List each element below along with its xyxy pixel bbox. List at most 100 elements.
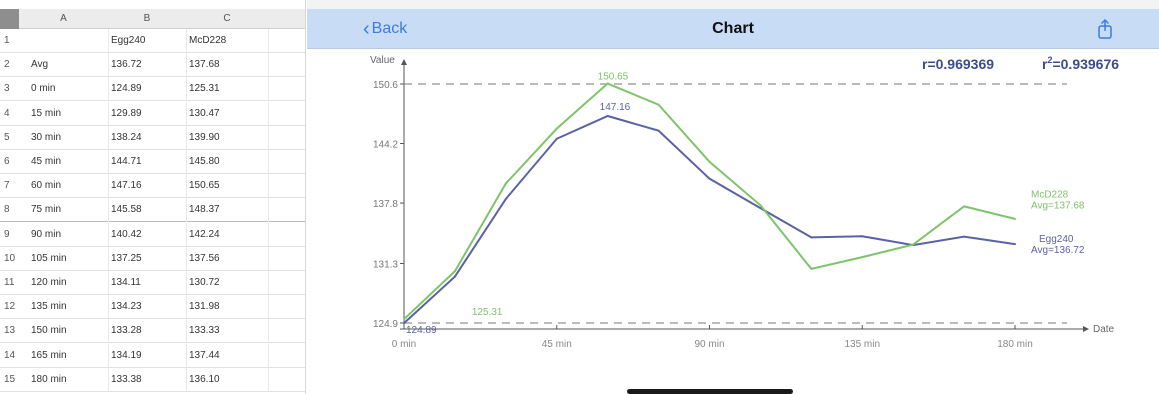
r-squared-text: r2=0.939676 bbox=[1042, 55, 1119, 72]
cell-d[interactable] bbox=[268, 29, 305, 53]
cell-c[interactable]: 125.31 bbox=[186, 77, 268, 102]
cell-d[interactable] bbox=[268, 198, 305, 223]
x-tick-label: 45 min bbox=[542, 339, 572, 350]
cell-d[interactable] bbox=[268, 367, 305, 392]
cell-c[interactable]: 142.24 bbox=[186, 222, 268, 247]
cell-a[interactable]: 150 min bbox=[31, 325, 67, 337]
row-number-cell[interactable]: 4 bbox=[4, 107, 10, 119]
row-number-cell[interactable]: 9 bbox=[4, 228, 10, 240]
data-point bbox=[555, 127, 558, 130]
cell-a[interactable] bbox=[19, 29, 104, 53]
cell-d[interactable] bbox=[268, 295, 305, 320]
row-number-cell[interactable]: 7 bbox=[4, 180, 10, 192]
data-point bbox=[657, 103, 660, 106]
max-label-egg: 147.16 bbox=[600, 102, 631, 113]
cell-c[interactable]: 145.80 bbox=[186, 150, 268, 174]
cell-a[interactable]: 135 min bbox=[31, 301, 67, 313]
row-number-cell[interactable]: 3 bbox=[4, 83, 10, 95]
cell-c[interactable]: 130.72 bbox=[186, 271, 268, 295]
row-number-cell[interactable]: 14 bbox=[4, 349, 16, 361]
row-number-cell[interactable]: 5 bbox=[4, 131, 10, 143]
data-point bbox=[810, 267, 813, 270]
cell-b[interactable]: 129.89 bbox=[108, 101, 188, 126]
cell-b[interactable]: 134.11 bbox=[108, 271, 188, 295]
cell-a[interactable]: 45 min bbox=[31, 156, 62, 167]
cell-c[interactable]: 133.33 bbox=[186, 319, 268, 344]
cell-d[interactable] bbox=[268, 222, 305, 247]
cell-c[interactable]: 137.56 bbox=[186, 246, 268, 271]
cell-a[interactable]: 0 min bbox=[31, 83, 56, 95]
column-header-b[interactable]: B bbox=[143, 13, 151, 24]
cell-d[interactable] bbox=[268, 319, 305, 344]
table-row: 14 165 min 134.19 137.44 bbox=[0, 343, 305, 368]
cell-b[interactable]: 136.72 bbox=[108, 53, 188, 78]
cell-c[interactable]: 131.98 bbox=[186, 295, 268, 320]
cell-a[interactable]: 75 min bbox=[31, 204, 62, 216]
cell-b[interactable]: 133.38 bbox=[108, 367, 188, 392]
cell-b[interactable]: Egg240 bbox=[108, 29, 188, 53]
cell-d[interactable] bbox=[268, 101, 305, 126]
cell-d[interactable] bbox=[268, 343, 305, 368]
cell-d[interactable] bbox=[268, 77, 305, 102]
cell-a[interactable]: 180 min bbox=[31, 373, 67, 385]
cell-b[interactable]: 124.89 bbox=[108, 77, 188, 102]
cell-a[interactable]: 60 min bbox=[31, 180, 62, 192]
row-number-cell[interactable]: 1 bbox=[4, 35, 10, 46]
cell-b[interactable]: 137.25 bbox=[108, 246, 188, 271]
cell-b[interactable]: 134.23 bbox=[108, 295, 188, 320]
table-row: 1 Egg240 McD228 bbox=[0, 29, 305, 53]
cell-c[interactable]: 150.65 bbox=[186, 174, 268, 199]
cell-a[interactable]: 165 min bbox=[31, 349, 67, 361]
data-point bbox=[963, 205, 966, 208]
cell-d[interactable] bbox=[268, 53, 305, 78]
line-chart: Value Date 124.9 131.3 137.8 144.2 150.6 0 min 4… bbox=[370, 55, 1119, 350]
row-number-cell[interactable]: 2 bbox=[4, 59, 10, 71]
data-point bbox=[453, 270, 456, 273]
row-number-cell[interactable]: 10 bbox=[4, 252, 16, 264]
x-tick-label: 180 min bbox=[997, 339, 1033, 350]
cell-b[interactable]: 147.16 bbox=[108, 174, 188, 199]
series-avg-mcd: Avg=137.68 bbox=[1031, 200, 1085, 211]
share-icon[interactable] bbox=[1093, 17, 1117, 41]
cell-d[interactable] bbox=[268, 246, 305, 271]
cell-b[interactable]: 145.58 bbox=[108, 198, 188, 223]
row-number-cell[interactable]: 12 bbox=[4, 301, 16, 313]
select-all-corner[interactable] bbox=[0, 9, 19, 29]
cell-d[interactable] bbox=[268, 125, 305, 150]
cell-c[interactable]: McD228 bbox=[186, 29, 268, 53]
cell-c[interactable]: 137.44 bbox=[186, 343, 268, 368]
cell-a[interactable]: 30 min bbox=[31, 131, 62, 143]
home-indicator[interactable] bbox=[627, 389, 793, 394]
back-button[interactable]: ‹ Back bbox=[363, 19, 408, 39]
column-header-c[interactable]: C bbox=[223, 13, 231, 24]
cell-a[interactable]: 120 min bbox=[31, 277, 67, 288]
row-number-cell[interactable]: 13 bbox=[4, 325, 16, 337]
row-number-cell[interactable]: 8 bbox=[4, 204, 10, 216]
cell-b[interactable]: 140.42 bbox=[108, 222, 188, 247]
r-squared-value: =0.939676 bbox=[1052, 56, 1119, 72]
cell-d[interactable] bbox=[268, 271, 305, 295]
cell-d[interactable] bbox=[268, 174, 305, 199]
cell-c[interactable]: 139.90 bbox=[186, 125, 268, 150]
cell-a[interactable]: Avg bbox=[31, 59, 49, 71]
cell-b[interactable]: 144.71 bbox=[108, 150, 188, 174]
cell-b[interactable]: 134.19 bbox=[108, 343, 188, 368]
row-number-cell[interactable]: 11 bbox=[4, 277, 15, 288]
cell-a[interactable]: 15 min bbox=[31, 107, 62, 119]
cell-d[interactable] bbox=[268, 150, 305, 174]
cell-b[interactable]: 133.28 bbox=[108, 319, 188, 344]
cell-a[interactable]: 90 min bbox=[31, 228, 62, 240]
x-tick-label: 0 min bbox=[392, 339, 416, 350]
cell-c[interactable]: 136.10 bbox=[186, 367, 268, 392]
cell-b[interactable]: 138.24 bbox=[108, 125, 188, 150]
data-point bbox=[912, 243, 915, 246]
row-number-cell[interactable]: 6 bbox=[4, 156, 10, 167]
table-row: 10 105 min 137.25 137.56 bbox=[0, 246, 305, 271]
row-number-cell[interactable]: 15 bbox=[4, 373, 16, 385]
cell-c[interactable]: 137.68 bbox=[186, 53, 268, 78]
cell-c[interactable]: 130.47 bbox=[186, 101, 268, 126]
cell-a[interactable]: 105 min bbox=[31, 252, 67, 264]
back-label: Back bbox=[371, 20, 408, 37]
column-header-a[interactable]: A bbox=[60, 13, 67, 24]
cell-c[interactable]: 148.37 bbox=[186, 198, 268, 223]
